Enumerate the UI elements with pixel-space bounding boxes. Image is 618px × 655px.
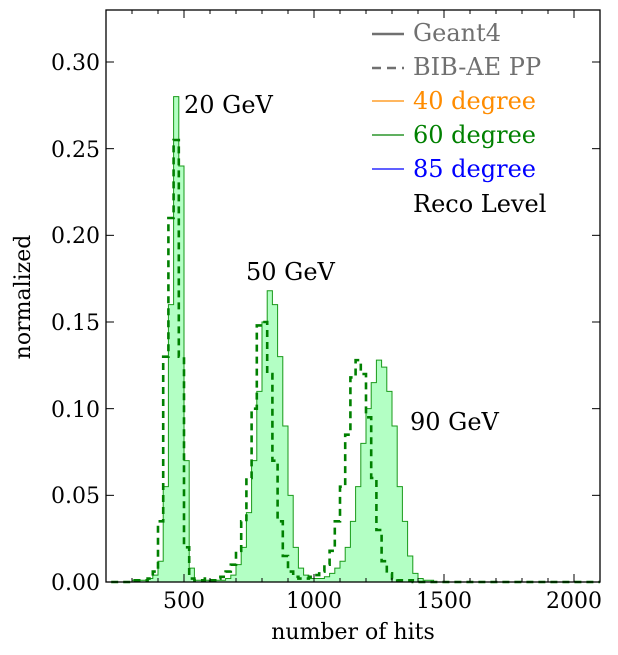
annotation-90gev: 90 GeV [410, 408, 500, 436]
y-tick-label: 0.25 [51, 138, 100, 163]
x-axis-title: number of hits [271, 620, 435, 645]
x-tick-label: 2000 [546, 589, 602, 614]
legend-85deg-label: 85 degree [413, 155, 536, 183]
bibae-60deg-dashed-line [111, 138, 600, 584]
legend-reco-level: Reco Level [413, 190, 546, 218]
x-tick-label: 1500 [416, 589, 472, 614]
y-axis-title: normalized [11, 235, 36, 360]
x-tick-label: 500 [163, 589, 205, 614]
annotation-50gev: 50 GeV [246, 258, 336, 286]
y-tick-label: 0.10 [51, 398, 100, 423]
y-tick-label: 0.00 [51, 571, 100, 596]
legend-40deg-label: 40 degree [413, 87, 536, 115]
y-tick-label: 0.20 [51, 224, 100, 249]
x-tick-label: 1000 [286, 589, 342, 614]
annotation-20gev: 20 GeV [184, 91, 274, 119]
y-tick-label: 0.15 [51, 311, 100, 336]
plot-frame [105, 9, 601, 583]
legend: Geant4 BIB-AE PP 40 degree 60 degree 85 … [372, 19, 546, 218]
legend-bibae-label: BIB-AE PP [413, 53, 541, 81]
y-tick-label: 0.05 [51, 484, 100, 509]
y-tick-label: 0.30 [51, 51, 100, 76]
legend-geant4-label: Geant4 [413, 19, 501, 47]
legend-60deg-label: 60 degree [413, 121, 536, 149]
